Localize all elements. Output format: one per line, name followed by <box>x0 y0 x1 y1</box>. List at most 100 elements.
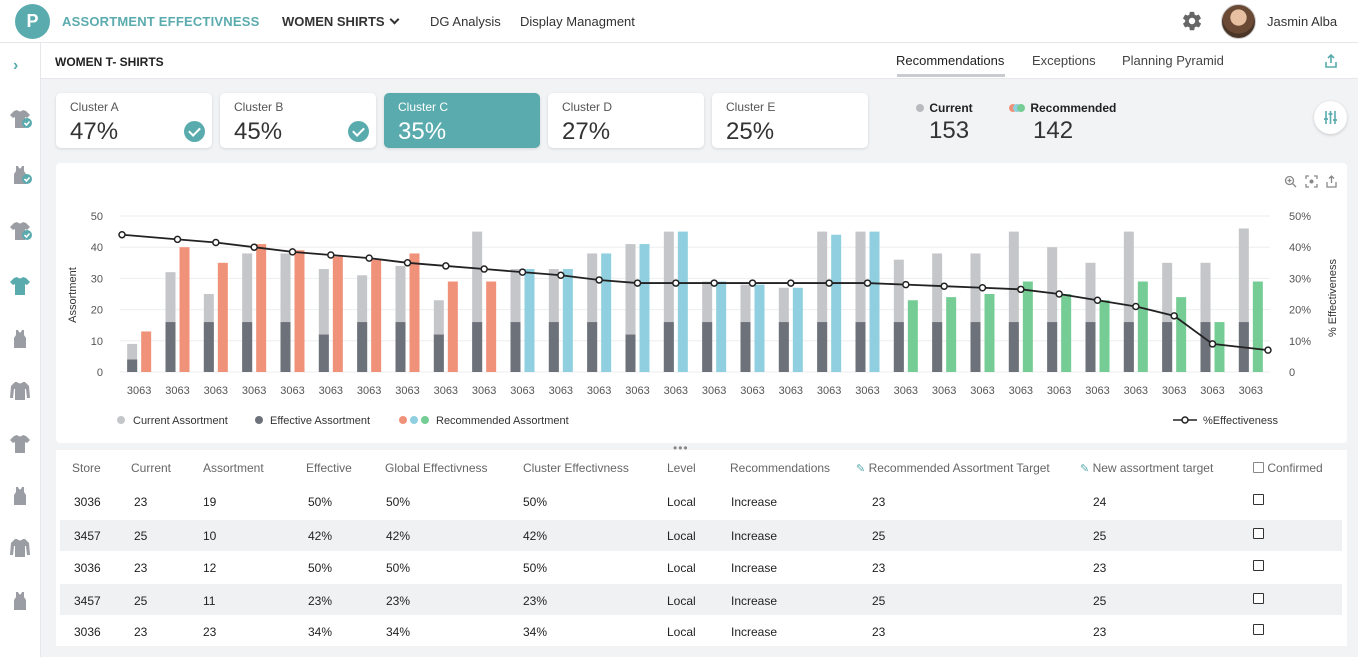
screenshot-icon[interactable] <box>1305 175 1318 188</box>
col-header-store[interactable]: Store <box>72 461 101 475</box>
table-cell: 23% <box>308 594 333 608</box>
recommended-summary-value: 142 <box>1033 117 1074 144</box>
shirt-icon[interactable] <box>8 433 32 455</box>
table-cell: 25 <box>872 594 886 608</box>
left-sidebar: › <box>0 43 41 657</box>
table-cell: 23 <box>134 561 148 575</box>
table-cell: 34% <box>308 625 333 639</box>
confirm-checkbox[interactable] <box>1253 624 1264 635</box>
col-header-recommended-target[interactable]: ✎ Recommended Assortment Target <box>856 461 1050 475</box>
cluster-value: 27% <box>562 118 611 145</box>
nav-display-management[interactable]: Display Managment <box>520 14 635 29</box>
cluster-card-c[interactable]: Cluster C 35% <box>384 93 540 148</box>
cluster-name: Cluster B <box>234 100 284 114</box>
tab-exceptions[interactable]: Exceptions <box>1032 53 1096 68</box>
cluster-value: 35% <box>398 118 447 145</box>
top-bar: P ASSORTMENT EFFECTIVNESS WOMEN SHIRTS D… <box>0 0 1358 43</box>
tab-planning-pyramid[interactable]: Planning Pyramid <box>1122 53 1224 68</box>
confirm-checkbox[interactable] <box>1253 593 1264 604</box>
table-cell: Increase <box>731 561 778 575</box>
table-cell: 12 <box>203 561 217 575</box>
table-cell: 23 <box>872 495 886 509</box>
table-cell: 23 <box>203 625 217 639</box>
user-avatar[interactable] <box>1221 4 1256 39</box>
confirm-checkbox[interactable] <box>1253 494 1264 505</box>
active-tab-indicator <box>897 74 1005 77</box>
confirm-checkbox[interactable] <box>1253 560 1264 571</box>
table-cell: 23 <box>872 625 886 639</box>
table-cell: Increase <box>731 529 778 543</box>
check-circle-icon <box>348 121 369 142</box>
user-name[interactable]: Jasmin Alba <box>1267 14 1338 29</box>
long-sleeve-icon[interactable] <box>8 380 32 402</box>
table-cell[interactable]: 25 <box>1093 594 1107 608</box>
confirm-checkbox[interactable] <box>1253 528 1264 539</box>
long-sleeve-icon[interactable] <box>8 537 32 559</box>
share-icon[interactable] <box>1324 54 1338 68</box>
col-header-current[interactable]: Current <box>131 461 172 475</box>
tank-top-icon[interactable] <box>8 485 32 507</box>
col-header-effective[interactable]: Effective <box>306 461 352 475</box>
cluster-card-d[interactable]: Cluster D 27% <box>548 93 704 148</box>
col-header-level[interactable]: Level <box>667 461 696 475</box>
section-header: WOMEN T- SHIRTS Recommendations Exceptio… <box>41 43 1358 79</box>
tank-top-icon[interactable] <box>8 328 32 350</box>
table-cell: 23% <box>523 594 548 608</box>
table-cell: 3036 <box>74 561 101 575</box>
app-logo[interactable]: P <box>15 4 50 39</box>
table-cell: Local <box>667 495 696 509</box>
recommended-label-text: Recommended <box>1030 101 1117 115</box>
category-dropdown[interactable]: WOMEN SHIRTS <box>282 14 400 29</box>
col-header-cluster-effectiveness[interactable]: Cluster Effectivness <box>523 461 629 475</box>
table-row-stripe <box>60 584 1342 615</box>
table-cell: Local <box>667 625 696 639</box>
cluster-name: Cluster A <box>70 100 119 114</box>
table-cell: 50% <box>308 561 333 575</box>
shirt-icon[interactable] <box>8 275 32 297</box>
col-header-recommendations[interactable]: Recommendations <box>730 461 831 475</box>
table-cell[interactable]: 25 <box>1093 529 1107 543</box>
table-cell: 3457 <box>74 529 101 543</box>
gear-icon[interactable] <box>1181 10 1203 32</box>
table-cell: 11 <box>203 594 216 608</box>
current-summary-label: Current <box>916 101 973 115</box>
cluster-card-b[interactable]: Cluster B 45% <box>220 93 376 148</box>
table-cell: Local <box>667 529 696 543</box>
col-header-new-target[interactable]: ✎ New assortment target <box>1080 461 1213 475</box>
chart-panel <box>56 163 1347 443</box>
section-title: WOMEN T- SHIRTS <box>55 55 164 69</box>
current-dot <box>916 104 924 112</box>
chevron-down-icon <box>389 14 400 25</box>
filter-button[interactable] <box>1314 101 1347 134</box>
table-cell: 50% <box>386 495 411 509</box>
sliders-icon <box>1324 111 1337 124</box>
select-all-checkbox[interactable] <box>1253 462 1264 473</box>
table-cell: 25 <box>134 594 148 608</box>
table-cell: 25 <box>872 529 886 543</box>
cluster-card-a[interactable]: Cluster A 47% <box>56 93 212 148</box>
table-cell: 50% <box>308 495 333 509</box>
col-header-confirmed[interactable]: Confirmed <box>1253 461 1323 475</box>
table-cell: 50% <box>523 561 548 575</box>
tank-top-check-icon[interactable] <box>8 164 32 186</box>
export-icon[interactable] <box>1325 175 1338 188</box>
chevron-right-icon[interactable]: › <box>13 57 19 74</box>
cluster-card-e[interactable]: Cluster E 25% <box>712 93 868 148</box>
table-cell: Local <box>667 594 696 608</box>
table-cell[interactable]: 24 <box>1093 495 1107 509</box>
table-cell: 25 <box>134 529 148 543</box>
table-cell: 34% <box>386 625 411 639</box>
table-cell[interactable]: 23 <box>1093 625 1107 639</box>
zoom-icon[interactable] <box>1284 175 1297 188</box>
cluster-value: 25% <box>726 118 775 145</box>
shirt-check-icon[interactable] <box>8 108 32 130</box>
nav-dg-analysis[interactable]: DG Analysis <box>430 14 501 29</box>
col-header-assortment[interactable]: Assortment <box>203 461 264 475</box>
shirt-check-icon[interactable] <box>8 220 32 242</box>
table-cell[interactable]: 23 <box>1093 561 1107 575</box>
tab-recommendations[interactable]: Recommendations <box>896 53 1005 68</box>
table-cell: 42% <box>308 529 333 543</box>
tank-top-icon[interactable] <box>8 590 32 612</box>
table-cell: Increase <box>731 625 778 639</box>
col-header-global-effectiveness[interactable]: Global Effectivness <box>385 461 488 475</box>
